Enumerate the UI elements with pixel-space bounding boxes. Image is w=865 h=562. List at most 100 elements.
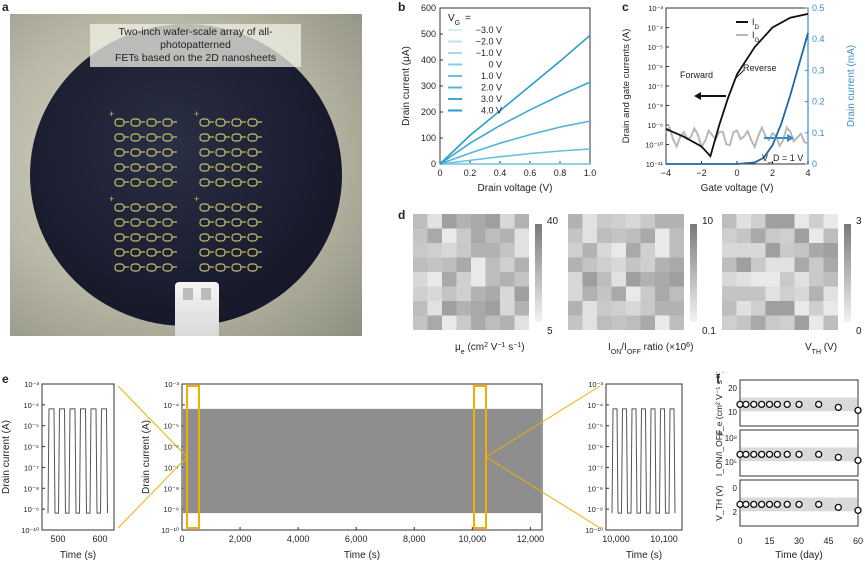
fet-device <box>247 233 258 242</box>
d-heatmap-cell <box>765 301 780 316</box>
d-heatmap-cell <box>722 214 737 229</box>
c-ytick-left-label: 10⁻⁴ <box>647 24 663 33</box>
b-ytick-label: 0 <box>431 159 436 169</box>
photo-caption: Two-inch wafer-scale array of all-photop… <box>90 24 301 67</box>
b-legend-label: −3.0 V <box>476 25 502 35</box>
e-right-xtick-label: 10,000 <box>602 534 630 544</box>
d-heatmap-cell <box>780 228 795 243</box>
f-ylabel: V_TH (V) <box>714 485 724 521</box>
chart-b: 0 100 200 300 400 500 600 0 0.2 0.4 0.6 0.8 1.0 Drain… <box>401 3 596 194</box>
fet-device <box>114 178 125 187</box>
fet-device <box>130 178 141 187</box>
b-ytick-label: 300 <box>421 81 436 91</box>
e-left-xlabel: Time (s) <box>60 550 96 561</box>
fet-device <box>215 178 226 187</box>
d-heatmap-cell <box>722 243 737 258</box>
d-heatmap-cell <box>471 286 486 301</box>
d-heatmap-cell <box>471 257 486 272</box>
d-heatmap-cell <box>809 257 824 272</box>
d-heatmap-cell <box>751 301 766 316</box>
e-right-pulses <box>611 408 676 514</box>
e-right-ytick-label: 10⁻⁶ <box>588 443 603 452</box>
d-colorbar-max: 40 <box>547 216 559 227</box>
fet-device <box>162 133 173 142</box>
e-main-ylabel: Drain current (A) <box>141 420 152 494</box>
f-data-point <box>742 400 750 409</box>
b-ylabel: Drain current (μA) <box>401 46 412 126</box>
e-main-xtick-label: 2,000 <box>229 534 252 544</box>
d-heatmap-cell <box>485 315 500 330</box>
d-heatmap-cell <box>514 301 529 316</box>
f-data-point <box>765 500 774 509</box>
d-heatmap-cell <box>471 272 486 287</box>
d-heatmap-cell <box>780 286 795 301</box>
d-heatmap-cell <box>413 315 428 330</box>
d-heatmap-cell <box>669 214 684 229</box>
f-data-point <box>783 400 791 409</box>
d-heatmap-cell <box>611 214 626 229</box>
d-heatmap-cell <box>413 228 428 243</box>
d-label-mobility: μe (cm2 V−1 s−1) <box>455 342 525 356</box>
b-frame <box>439 7 591 165</box>
b-legend-title-eq: = <box>465 13 471 24</box>
d-colorbar <box>690 224 697 322</box>
e-main-xtick-label: 8,000 <box>403 534 426 544</box>
fet-device <box>199 218 210 227</box>
e-right-ytick-label: 10⁻⁸ <box>588 484 603 493</box>
fet-device <box>162 203 173 212</box>
d-heatmap-cell <box>626 315 641 330</box>
e-main-ytick-label: 10⁻⁵ <box>164 422 179 431</box>
d-heatmap-cell <box>823 243 838 258</box>
fet-device <box>130 203 141 212</box>
d-heatmap-cell <box>442 315 457 330</box>
f-data-point <box>765 450 774 459</box>
b-ytick-label: 400 <box>421 55 436 65</box>
panel-label-d: d <box>398 208 406 222</box>
d-heatmap-cell <box>500 272 515 287</box>
d-heatmap-cell <box>780 214 795 229</box>
d-heatmap-cell <box>500 257 515 272</box>
d-heatmap-cell <box>669 272 684 287</box>
b-legend-label: 4.0 V <box>481 106 502 116</box>
d-heatmap-cell <box>427 228 442 243</box>
d-heatmap-cell <box>722 301 737 316</box>
d-heatmap-cell <box>809 286 824 301</box>
f-data-point <box>742 500 750 509</box>
d-heatmap-cell <box>442 228 457 243</box>
f-data-point <box>834 503 842 512</box>
d-heatmap-cell <box>794 228 809 243</box>
d-heatmap-cell <box>568 257 583 272</box>
d-heatmap-cell <box>765 214 780 229</box>
f-xtick-label: 45 <box>823 536 833 546</box>
fet-device <box>215 218 226 227</box>
alignment-mark: + <box>194 109 199 119</box>
e-left-ytick-label: 10⁻⁶ <box>24 443 39 452</box>
f-data-point <box>765 400 774 409</box>
photo-caption-line-2: FETs based on the 2D nanosheets <box>114 52 277 64</box>
d-heatmap-cell <box>427 243 442 258</box>
fet-device <box>162 118 173 127</box>
d-heatmap-cell <box>597 272 612 287</box>
d-heatmap-cell <box>427 257 442 272</box>
d-heatmap-cell <box>823 272 838 287</box>
f-data-point <box>773 500 782 509</box>
d-heatmap-cell <box>442 301 457 316</box>
d-heatmap-cell <box>500 214 515 229</box>
fet-device <box>130 163 141 172</box>
fet-device <box>146 233 157 242</box>
b-legend-title: VG <box>448 13 460 27</box>
f-data-point <box>783 450 791 459</box>
b-series-line <box>439 148 591 165</box>
d-colorbar-min: 0 <box>856 326 862 337</box>
panel-label-b: b <box>398 0 406 14</box>
d-heatmap-cell <box>485 286 500 301</box>
d-heatmap-cell <box>597 286 612 301</box>
e-right-ytick-label: 10⁻⁹ <box>587 505 603 514</box>
d-heatmap-cell <box>471 228 486 243</box>
fet-device <box>199 233 210 242</box>
fet-device <box>247 148 258 157</box>
d-heatmap-cell <box>413 286 428 301</box>
d-heatmap-cell <box>809 301 824 316</box>
d-heatmap-cell <box>413 272 428 287</box>
f-data-point <box>757 450 766 459</box>
